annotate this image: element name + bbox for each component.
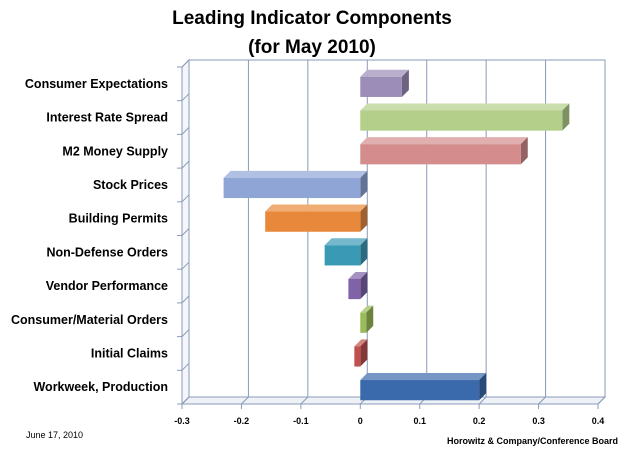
gridline-y: [181, 396, 190, 405]
category-label: Workweek, Production: [33, 380, 168, 394]
bar-top: [360, 137, 528, 145]
bar-side: [360, 339, 368, 367]
x-axis-tick-labels: -0.3 -0.2 -0.1 0 0.1 0.2 0.3 0.4: [174, 416, 604, 426]
bar-initial-claims: [354, 339, 368, 367]
gridline-y: [181, 228, 190, 236]
bar-side: [562, 103, 570, 131]
footer-source: Horowitz & Company/Conference Board: [447, 436, 618, 446]
gridline-floor: [597, 396, 606, 405]
bar-vendor-performance: [348, 271, 368, 300]
bar-top: [354, 339, 368, 347]
category-label: Vendor Performance: [46, 279, 168, 293]
bar-top: [360, 69, 409, 77]
category-label: M2 Money Supply: [62, 144, 168, 158]
gridline-floor: [241, 396, 249, 405]
bar-side: [360, 238, 368, 266]
gridline-floor: [478, 396, 487, 405]
bar-side: [520, 137, 528, 165]
bar-front: [324, 245, 361, 266]
bars: [223, 69, 570, 401]
bar-top: [360, 305, 374, 313]
gridline-floor: [538, 396, 546, 405]
bar-building-permits: [265, 204, 368, 232]
chart-title-line1: Leading Indicator Components: [172, 8, 452, 29]
gridline-y: [181, 295, 190, 304]
gridline-y: [181, 362, 190, 371]
x-tick-label: 0: [358, 416, 363, 426]
bar-front: [360, 380, 480, 401]
bar-stock-prices: [223, 170, 368, 199]
bar-side: [360, 271, 368, 300]
bar-top: [265, 204, 368, 212]
category-label: Interest Rate Spread: [46, 111, 168, 125]
bar-front: [360, 312, 367, 333]
bar-consumer-expectations: [360, 69, 409, 97]
bar-side: [360, 204, 368, 232]
bar-non-defense-orders: [324, 238, 368, 266]
x-tick-label: -0.1: [293, 416, 309, 426]
x-tick-label: -0.2: [234, 416, 250, 426]
bar-interest-rate-spread: [360, 103, 570, 131]
bar-side: [479, 373, 487, 401]
bar-m2-money-supply: [360, 137, 528, 165]
bar-front: [360, 76, 402, 97]
category-label: Non-Defense Orders: [46, 245, 168, 259]
gridline-y: [181, 59, 190, 68]
bar-top: [360, 373, 487, 381]
bar-top: [223, 170, 368, 178]
bar-top: [324, 238, 368, 246]
category-label: Consumer/Material Orders: [11, 313, 168, 327]
bar-front: [265, 211, 361, 232]
bar-side: [360, 170, 368, 199]
category-label: Building Permits: [69, 212, 168, 226]
chart-title-line2: (for May 2010): [248, 37, 376, 58]
x-tick-label: -0.3: [174, 416, 190, 426]
footer-date: June 17, 2010: [26, 430, 83, 440]
gridline-y: [181, 160, 190, 169]
x-tick-label: 0.2: [473, 416, 486, 426]
x-tick-label: 0.4: [592, 416, 605, 426]
bar-front: [348, 278, 361, 300]
gridline-floor: [300, 396, 309, 405]
bar-consumer-material-orders: [360, 305, 374, 333]
bar-side: [366, 305, 374, 333]
gridline-y: [181, 329, 190, 337]
bar-top: [348, 271, 368, 279]
gridline-y: [181, 261, 190, 270]
bar-side: [401, 69, 409, 97]
bar-front: [223, 177, 361, 199]
category-label: Initial Claims: [91, 346, 168, 360]
bar-front: [354, 346, 361, 367]
bar-front: [360, 110, 563, 131]
x-tick-label: 0.1: [413, 416, 426, 426]
bar-workweek-production: [360, 373, 487, 401]
gridline-y: [181, 127, 190, 135]
x-tick-label: 0.3: [532, 416, 545, 426]
category-label: Consumer Expectations: [25, 77, 168, 91]
bar-top: [360, 103, 570, 111]
category-label: Stock Prices: [93, 178, 168, 192]
gridline-y: [181, 93, 190, 102]
bar-front: [360, 144, 521, 165]
gridline-y: [181, 194, 190, 203]
category-labels: Consumer Expectations Interest Rate Sprea…: [11, 77, 168, 394]
